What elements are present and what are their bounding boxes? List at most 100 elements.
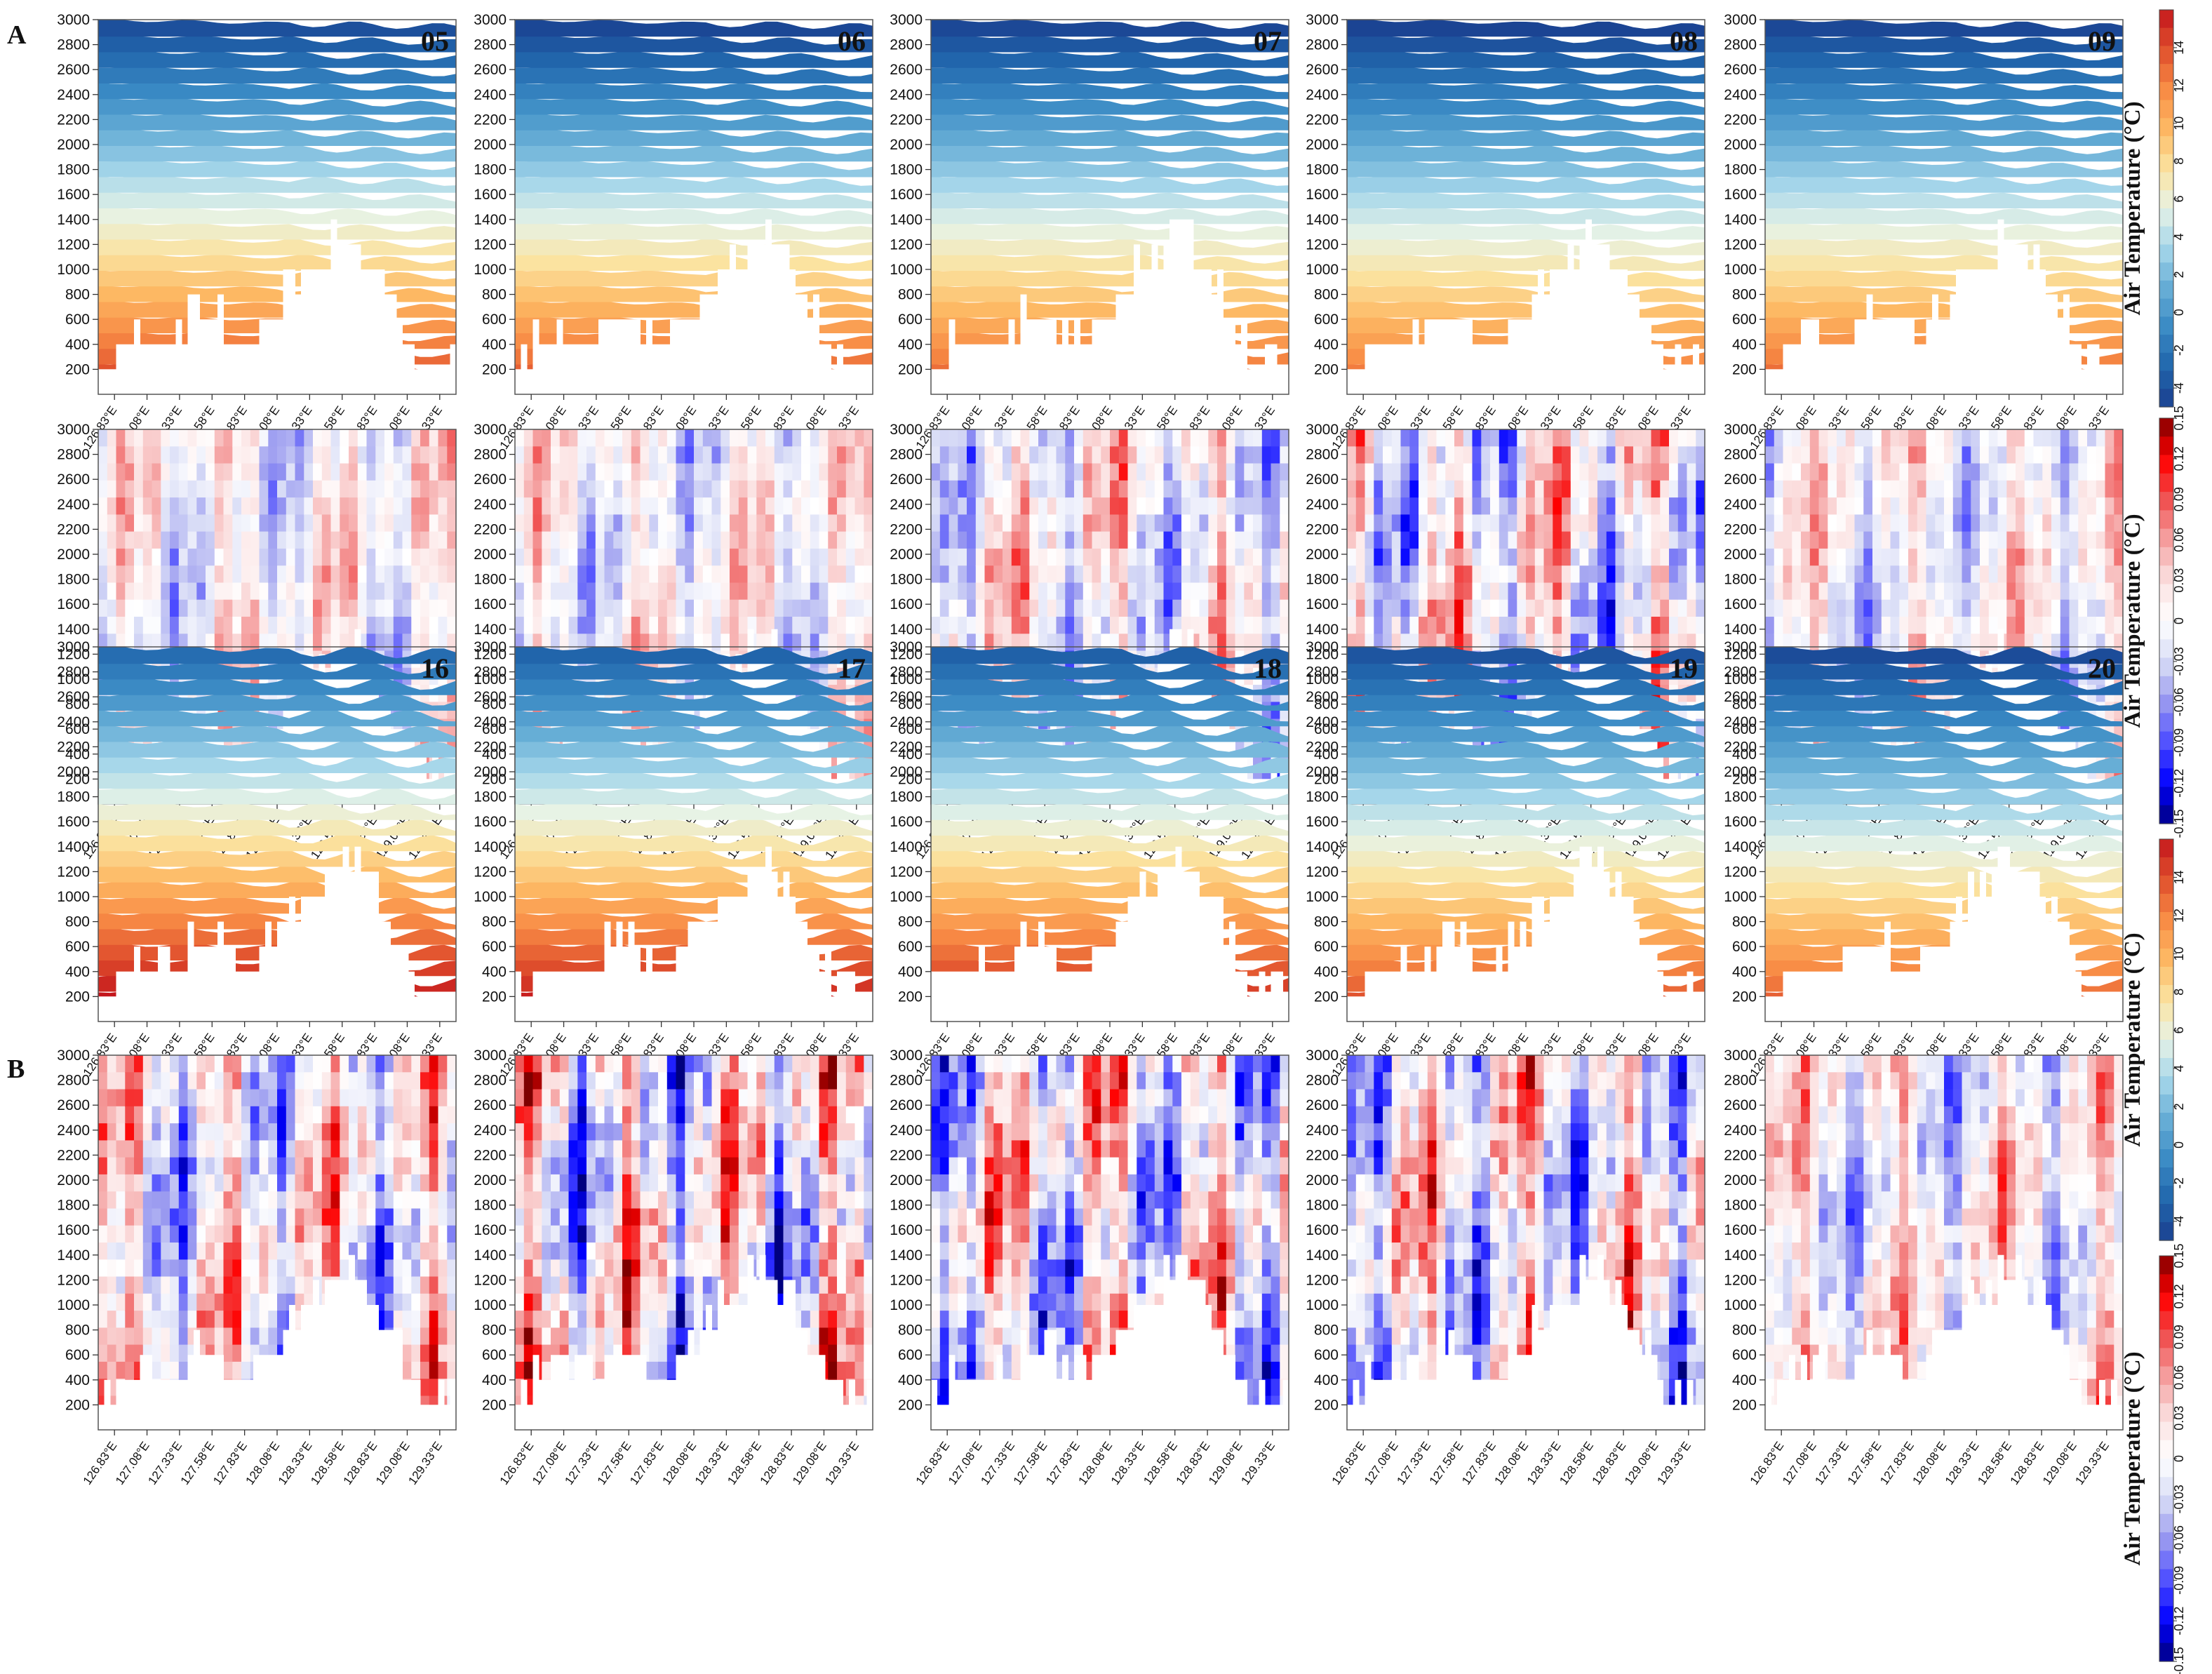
difference-cell [375, 617, 385, 635]
difference-cell [1146, 599, 1155, 617]
difference-cell [142, 497, 153, 516]
difference-cell [206, 446, 215, 464]
difference-cell [357, 548, 368, 566]
difference-cell [429, 565, 439, 584]
difference-cell [854, 548, 865, 566]
difference-cell [349, 463, 358, 481]
difference-cell [837, 634, 847, 652]
difference-cell [429, 548, 439, 566]
difference-cell [1792, 565, 1802, 584]
difference-cell [429, 617, 439, 635]
difference-cell [1383, 599, 1393, 617]
difference-cell [666, 548, 677, 566]
difference-cell [1890, 582, 1901, 601]
difference-cell [1271, 446, 1281, 464]
difference-cell [1588, 429, 1598, 448]
difference-cell [1774, 480, 1784, 498]
difference-panel-ytick-label: 800 [1314, 697, 1339, 713]
temperature-band [515, 159, 873, 178]
difference-cell [1082, 617, 1093, 635]
difference-cell [568, 514, 579, 533]
difference-cell [1065, 514, 1075, 533]
difference-cell [1935, 480, 1945, 498]
difference-cell [1837, 497, 1846, 516]
temperature-band [98, 34, 456, 53]
difference-cell [1651, 429, 1661, 448]
difference-cell [939, 446, 950, 464]
difference-cell [1818, 582, 1829, 601]
difference-cell [420, 565, 430, 584]
difference-cell [2051, 429, 2061, 448]
difference-cell [1400, 531, 1411, 549]
difference-cell [551, 514, 561, 533]
difference-cell [949, 446, 959, 464]
difference-cell [295, 548, 305, 566]
difference-cell [1543, 514, 1554, 533]
difference-cell [304, 582, 314, 601]
difference-cell [792, 446, 802, 464]
difference-cell [1890, 446, 1901, 464]
difference-cell [1997, 582, 2008, 601]
difference-cell [214, 429, 224, 448]
difference-cell [1490, 565, 1500, 584]
difference-cell [1118, 446, 1129, 464]
temperature-band [931, 284, 1289, 302]
difference-cell [1391, 582, 1402, 601]
difference-cell [595, 463, 605, 481]
difference-cell [559, 480, 570, 498]
difference-cell [1261, 480, 1272, 498]
difference-cell [313, 634, 323, 652]
difference-cell [1101, 429, 1111, 448]
difference-cell [666, 514, 677, 533]
difference-cell [1199, 548, 1209, 566]
difference-cell [1056, 634, 1066, 652]
difference-cell [2087, 548, 2097, 566]
difference-cell [1029, 480, 1039, 498]
difference-cell [1146, 531, 1155, 549]
difference-cell [2051, 634, 2061, 652]
difference-cell [2060, 531, 2070, 549]
difference-cell [1355, 599, 1366, 617]
temperature-panel-ytick-label: 2600 [890, 62, 923, 78]
difference-cell [107, 565, 117, 584]
temperature-band [931, 237, 1289, 255]
difference-cell [1642, 463, 1652, 481]
temperature-panel-below-200 [1347, 369, 1705, 394]
difference-cell [384, 463, 394, 481]
difference-cell [828, 531, 838, 549]
difference-cell [1383, 548, 1393, 566]
difference-cell [1419, 446, 1428, 464]
difference-cell [658, 463, 668, 481]
temperature-panel-ytick-label: 2400 [474, 87, 507, 103]
difference-cell [1606, 497, 1616, 516]
difference-cell [1003, 497, 1012, 516]
difference-cell [178, 463, 189, 481]
difference-cell [1669, 497, 1679, 516]
difference-cell [1837, 565, 1846, 584]
difference-cell [819, 634, 829, 652]
difference-cell [1809, 565, 1820, 584]
difference-cell [1454, 582, 1464, 601]
difference-cell [232, 463, 242, 481]
difference-panel-ytick-label: 400 [65, 746, 90, 763]
temperature-panel-ytick-label: 1000 [1306, 262, 1339, 278]
difference-cell [116, 548, 126, 566]
difference-cell [577, 463, 587, 481]
difference-cell [1082, 514, 1093, 533]
difference-cell [949, 463, 959, 481]
difference-cell [1615, 599, 1626, 617]
difference-cell [330, 531, 341, 549]
difference-cell [223, 514, 234, 533]
difference-cell [2069, 548, 2079, 566]
difference-cell [1391, 617, 1402, 635]
difference-cell [1818, 446, 1829, 464]
difference-cell [1971, 565, 1980, 584]
difference-cell [1660, 531, 1670, 549]
difference-cell [2051, 514, 2061, 533]
difference-cell [1944, 497, 1954, 516]
difference-cell [685, 497, 695, 516]
difference-cell [756, 582, 766, 601]
difference-cell [1217, 548, 1227, 566]
difference-cell [447, 429, 456, 448]
difference-cell [1253, 531, 1263, 549]
